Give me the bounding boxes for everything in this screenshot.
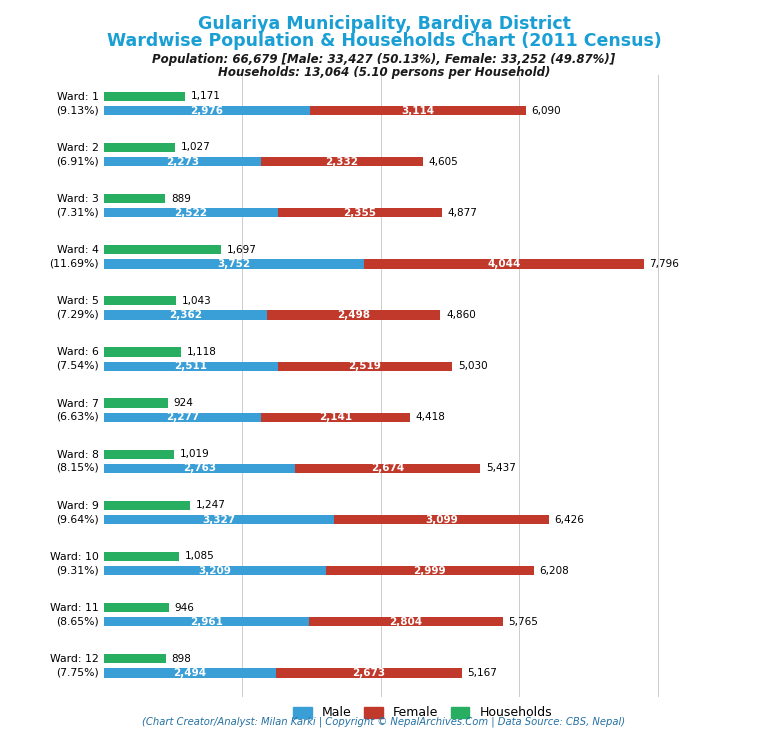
Text: 3,114: 3,114 xyxy=(401,105,435,115)
Bar xyxy=(310,106,525,115)
Text: Wardwise Population & Households Chart (2011 Census): Wardwise Population & Households Chart (… xyxy=(107,32,661,50)
Text: 6,426: 6,426 xyxy=(554,514,584,525)
Text: 2,522: 2,522 xyxy=(174,208,207,218)
Text: 2,674: 2,674 xyxy=(371,464,405,474)
Bar xyxy=(104,552,179,561)
Text: 898: 898 xyxy=(171,654,191,663)
Text: 2,961: 2,961 xyxy=(190,617,223,627)
Bar xyxy=(261,157,422,166)
Text: 2,494: 2,494 xyxy=(174,668,207,678)
Legend: Male, Female, Households: Male, Female, Households xyxy=(288,702,557,724)
Bar xyxy=(104,157,261,166)
Text: 889: 889 xyxy=(170,194,190,203)
Text: 1,171: 1,171 xyxy=(190,91,220,101)
Bar xyxy=(104,501,190,510)
Text: 2,277: 2,277 xyxy=(166,413,199,422)
Text: 1,085: 1,085 xyxy=(184,551,214,562)
Bar xyxy=(363,259,644,269)
Text: 2,511: 2,511 xyxy=(174,361,207,371)
Text: 3,752: 3,752 xyxy=(217,259,250,269)
Bar xyxy=(104,398,167,407)
Bar xyxy=(278,361,452,370)
Text: 4,860: 4,860 xyxy=(446,310,475,320)
Bar xyxy=(267,310,440,320)
Text: 6,208: 6,208 xyxy=(539,566,569,576)
Text: 1,697: 1,697 xyxy=(227,245,257,255)
Bar xyxy=(104,209,279,218)
Bar xyxy=(104,669,276,678)
Text: 2,519: 2,519 xyxy=(349,361,382,371)
Bar xyxy=(104,617,309,626)
Bar xyxy=(326,566,534,575)
Bar xyxy=(104,259,363,269)
Text: 5,765: 5,765 xyxy=(508,617,538,627)
Text: 3,099: 3,099 xyxy=(425,514,458,525)
Text: 4,418: 4,418 xyxy=(415,413,445,422)
Bar xyxy=(309,617,503,626)
Bar xyxy=(104,654,166,663)
Text: 2,498: 2,498 xyxy=(337,310,370,320)
Bar xyxy=(104,245,221,255)
Text: (Chart Creator/Analyst: Milan Karki | Copyright © NepalArchives.Com | Data Sourc: (Chart Creator/Analyst: Milan Karki | Co… xyxy=(142,717,626,727)
Bar xyxy=(261,413,410,422)
Bar xyxy=(104,92,185,101)
Text: 946: 946 xyxy=(175,602,194,612)
Bar xyxy=(104,413,261,422)
Text: 3,209: 3,209 xyxy=(198,566,231,576)
Text: 1,019: 1,019 xyxy=(180,450,210,459)
Bar xyxy=(276,669,462,678)
Text: Population: 66,679 [Male: 33,427 (50.13%), Female: 33,252 (49.87%)]: Population: 66,679 [Male: 33,427 (50.13%… xyxy=(152,53,616,66)
Text: 5,167: 5,167 xyxy=(467,668,497,678)
Bar xyxy=(104,310,267,320)
Text: 1,118: 1,118 xyxy=(187,347,217,357)
Text: 4,044: 4,044 xyxy=(487,259,521,269)
Text: 2,362: 2,362 xyxy=(169,310,202,320)
Text: Households: 13,064 (5.10 persons per Household): Households: 13,064 (5.10 persons per Hou… xyxy=(218,66,550,78)
Text: 924: 924 xyxy=(174,398,193,408)
Text: 1,247: 1,247 xyxy=(196,500,226,511)
Bar xyxy=(334,515,549,524)
Bar xyxy=(104,194,165,203)
Text: 2,763: 2,763 xyxy=(183,464,216,474)
Text: 2,141: 2,141 xyxy=(319,413,353,422)
Text: 2,273: 2,273 xyxy=(166,157,199,166)
Text: 6,090: 6,090 xyxy=(531,105,561,115)
Text: 4,877: 4,877 xyxy=(447,208,477,218)
Bar xyxy=(104,106,310,115)
Text: 3,327: 3,327 xyxy=(203,514,236,525)
Text: 2,999: 2,999 xyxy=(414,566,446,576)
Text: 5,437: 5,437 xyxy=(486,464,516,474)
Text: 2,332: 2,332 xyxy=(326,157,359,166)
Text: 5,030: 5,030 xyxy=(458,361,488,371)
Text: 2,355: 2,355 xyxy=(343,208,376,218)
Text: 2,976: 2,976 xyxy=(190,105,223,115)
Bar xyxy=(104,296,176,306)
Bar xyxy=(104,566,326,575)
Text: 2,673: 2,673 xyxy=(353,668,386,678)
Text: 1,043: 1,043 xyxy=(181,296,211,306)
Text: 2,804: 2,804 xyxy=(389,617,422,627)
Bar xyxy=(104,464,295,473)
Text: 7,796: 7,796 xyxy=(650,259,679,269)
Text: Gulariya Municipality, Bardiya District: Gulariya Municipality, Bardiya District xyxy=(197,15,571,33)
Bar xyxy=(279,209,442,218)
Text: 4,605: 4,605 xyxy=(429,157,458,166)
Bar xyxy=(104,347,181,356)
Bar xyxy=(104,450,174,459)
Text: 1,027: 1,027 xyxy=(180,142,210,152)
Bar xyxy=(104,603,169,612)
Bar xyxy=(295,464,481,473)
Bar xyxy=(104,515,334,524)
Bar xyxy=(104,361,278,370)
Bar xyxy=(104,143,175,152)
